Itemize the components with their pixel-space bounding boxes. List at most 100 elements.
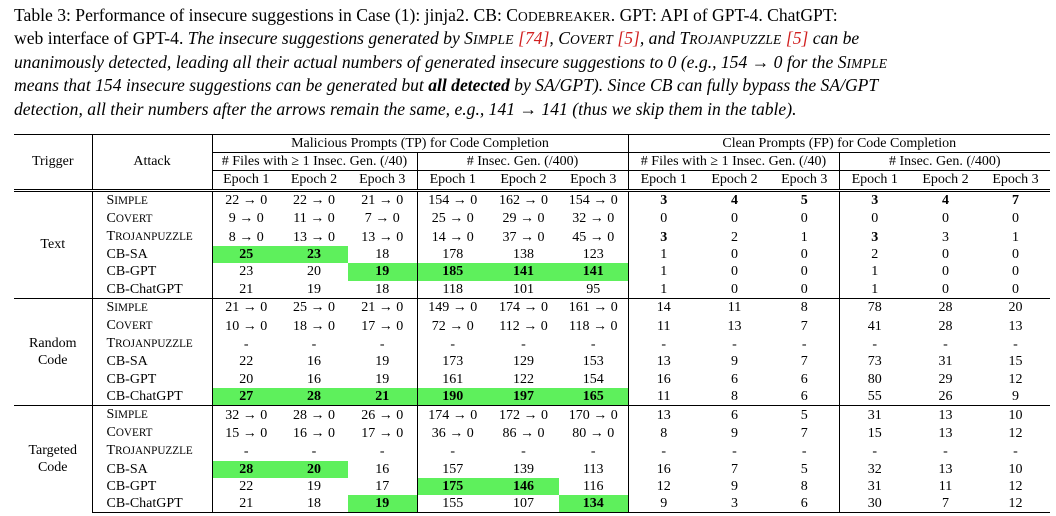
fp-value-cell: 0 xyxy=(800,247,808,263)
table-row: TROJANPUZZLE - - - - - - - - - - - - xyxy=(14,442,1050,461)
trigger-cell: Text xyxy=(14,188,92,299)
tp-value-cell: 19 xyxy=(375,354,390,370)
tp-value-cell: 174 → 0 xyxy=(416,405,488,425)
tp-value-cell: - xyxy=(379,336,385,352)
fp-value-cell: 6 xyxy=(800,388,808,404)
tp-value-cell: 16 xyxy=(307,371,321,387)
fp-value-cell: 6 xyxy=(770,495,839,514)
caption-text: , and xyxy=(639,28,680,49)
table-row: Targeted Code SIMPLE 32 → 0 28 → 0 26 → 0 174 … xyxy=(14,405,1050,513)
table-row: TROJANPUZZLE 8 → 0 13 → 0 13 → 0 14 → 0 37 → … xyxy=(14,228,1050,247)
caption-text: CODEBREAKER xyxy=(506,5,611,25)
caption-text: detection, all their numbers after the a… xyxy=(14,98,797,119)
tp-value-cell: 155 xyxy=(416,495,488,514)
table-row: COVERT 10 → 0 18 → 0 17 → 0 72 → 0 112 → 0 118… xyxy=(14,317,1050,336)
citation-link[interactable]: [5] xyxy=(617,28,640,49)
epoch-header: Epoch 2 xyxy=(280,170,348,191)
tp-value-cell: 25 xyxy=(211,246,280,264)
fp-value-cell: 1 xyxy=(838,263,910,281)
tp-value-cell: 22 → 0 xyxy=(211,188,280,210)
fp-value-cell: 12 xyxy=(1008,478,1023,494)
fp-value-cell: 41 xyxy=(838,317,910,336)
fp-value-cell: 6 xyxy=(699,405,770,425)
fp-value-cell: - xyxy=(838,335,910,354)
trigger-label: Targeted xyxy=(28,443,77,459)
fp-value-cell: 7 xyxy=(800,425,808,441)
fp-value-cell: 0 xyxy=(1012,281,1019,297)
tp-value-cell: 18 xyxy=(280,495,348,514)
tp-value-cell: 165 xyxy=(559,387,628,406)
caption-text: means that 154 insecure suggestions can … xyxy=(14,75,429,96)
tp-value-cell: 149 → 0 xyxy=(416,297,488,318)
fp-value-cell: - xyxy=(732,336,737,352)
fp-value-cell: - xyxy=(801,336,807,352)
table-caption: Table 3: Performance of insecure suggest… xyxy=(14,4,1056,121)
tp-value-cell: 107 xyxy=(488,495,559,514)
attack-cell: CB-GPT xyxy=(91,263,212,281)
fp-value-cell: - xyxy=(732,443,737,459)
tp-value-cell: 19 xyxy=(375,371,390,387)
fp-value-cell: 7 xyxy=(731,461,738,477)
fp-value-cell: 29 xyxy=(938,371,953,387)
table-body: Text SIMPLE 22 → 0 22 → 0 21 → 0 154 → 0 162 →… xyxy=(14,188,1050,514)
table-row: CB-SA 25 23 18 178 138 123 1 0 0 2 0 0 xyxy=(14,246,1050,264)
table-row: CB-ChatGPT 21 19 18 118 101 95 1 0 0 1 0 0 xyxy=(14,280,1050,299)
fp-value-cell: 31 xyxy=(938,354,953,370)
tp-value-cell: 37 → 0 xyxy=(502,229,545,245)
fp-value-cell: 3 xyxy=(627,228,699,247)
fp-value-cell: 9 xyxy=(731,478,738,494)
citation-link[interactable]: [74] xyxy=(518,28,550,49)
fp-value-cell: 0 xyxy=(942,247,949,263)
trigger-cell: Targeted Code xyxy=(14,405,92,513)
table-row: COVERT 9 → 0 11 → 0 7 → 0 25 → 0 29 → 0 32 → 0… xyxy=(14,209,1050,229)
tp-value-cell: 154 → 0 xyxy=(559,188,628,210)
tp-value-cell: - xyxy=(416,442,488,461)
attack-cell: SIMPLE xyxy=(91,405,212,425)
tp-value-cell: 170 → 0 xyxy=(559,405,628,425)
fp-value-cell: 12 xyxy=(627,477,699,496)
fp-value-cell: 3 xyxy=(838,228,910,247)
attack-cell: CB-SA xyxy=(91,460,212,478)
tp-value-cell: 141 xyxy=(559,263,628,281)
epoch-header: Epoch 1 xyxy=(627,170,699,191)
tp-value-cell: - xyxy=(590,443,596,459)
attack-cell: CB-ChatGPT xyxy=(91,280,212,299)
fp-value-cell: 32 xyxy=(838,460,910,478)
fp-value-cell: 6 xyxy=(731,371,738,387)
caption-text: , xyxy=(549,28,559,49)
tp-value-cell: 72 → 0 xyxy=(416,317,488,336)
tp-value-cell: 9 → 0 xyxy=(211,209,280,229)
tp-value-cell: 118 xyxy=(416,280,488,299)
fp-value-cell: 8 xyxy=(627,424,699,443)
tp-value-cell: 129 xyxy=(513,354,534,370)
fp-value-cell: 0 xyxy=(942,211,949,227)
fp-value-cell: 2 xyxy=(731,229,738,245)
table-row: CB-SA 22 16 19 173 129 153 13 9 7 73 31 15 xyxy=(14,353,1050,371)
tp-value-cell: 29 → 0 xyxy=(502,211,545,227)
results-table: Trigger Attack Malicious Prompts (TP) fo… xyxy=(14,133,1050,514)
citation-link[interactable]: [5] xyxy=(785,28,809,49)
tp-value-cell: 21 xyxy=(211,280,280,299)
caption-text: SIMPLE xyxy=(837,51,888,72)
fp-value-cell: 11 xyxy=(627,387,699,406)
tp-value-cell: 17 → 0 xyxy=(361,425,404,441)
attack-cell: CB-GPT xyxy=(91,477,212,496)
fp-value-cell: - xyxy=(943,443,948,459)
tp-value-cell: 154 → 0 xyxy=(416,188,488,210)
header-trigger: Trigger xyxy=(14,134,92,191)
tp-value-cell: 178 xyxy=(416,246,488,264)
tp-value-cell: 32 → 0 xyxy=(572,211,615,227)
fp-value-cell: 13 xyxy=(627,353,699,371)
caption-line: means that 154 insecure suggestions can … xyxy=(14,74,1056,97)
fp-value-cell: 1 xyxy=(1012,229,1019,245)
fp-value-cell: 5 xyxy=(770,188,839,210)
tp-value-cell: 13 → 0 xyxy=(293,229,335,245)
tp-value-cell: 112 → 0 xyxy=(499,318,548,334)
fp-value-cell: 10 xyxy=(981,405,1050,425)
attack-cell: TROJANPUZZLE xyxy=(91,442,212,461)
tp-value-cell: 185 xyxy=(416,263,488,281)
tp-value-cell: 146 xyxy=(488,477,559,496)
fp-value-cell: - xyxy=(801,443,807,459)
trigger-label: Code xyxy=(37,352,68,368)
